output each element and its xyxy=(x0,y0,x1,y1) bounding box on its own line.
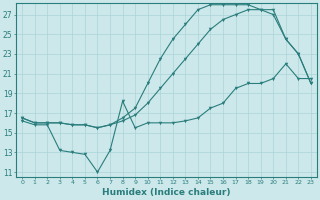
X-axis label: Humidex (Indice chaleur): Humidex (Indice chaleur) xyxy=(102,188,231,197)
